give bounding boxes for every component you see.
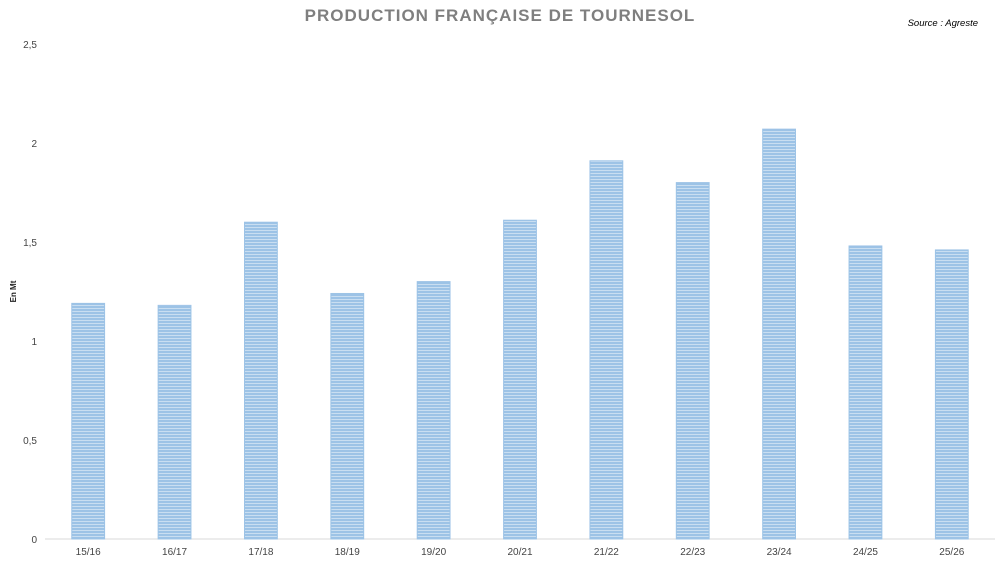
bar — [934, 249, 969, 540]
y-tick-label: 0,5 — [23, 436, 37, 447]
x-tick-label: 24/25 — [853, 547, 878, 558]
y-tick-label: 1 — [31, 337, 37, 348]
y-axis-label: En Mt — [9, 280, 18, 302]
x-tick-label: 17/18 — [248, 547, 273, 558]
x-tick-label: 19/20 — [421, 547, 446, 558]
bars-group — [71, 128, 969, 540]
bar — [848, 245, 883, 540]
bar — [244, 221, 278, 540]
y-tick-label: 2 — [31, 139, 37, 150]
bar — [71, 302, 106, 540]
bar — [675, 182, 710, 540]
bar — [330, 292, 365, 540]
x-tick-label: 22/23 — [680, 547, 705, 558]
x-tick-label: 21/22 — [594, 547, 619, 558]
bar — [157, 304, 192, 540]
bar — [762, 128, 797, 540]
y-tick-label: 0 — [31, 535, 37, 546]
x-tick-label: 25/26 — [939, 547, 964, 558]
y-tick-label: 2,5 — [23, 40, 37, 51]
chart-source-note: Source : Agreste — [907, 18, 978, 29]
chart-title: PRODUCTION FRANÇAISE DE TOURNESOL — [304, 6, 696, 25]
bar — [416, 281, 451, 540]
x-tick-label: 23/24 — [767, 547, 792, 558]
y-axis-ticks: 0 0,5 1 1,5 2 2,5 — [23, 40, 37, 546]
x-tick-label: 15/16 — [76, 547, 101, 558]
bar — [589, 160, 624, 540]
bar — [503, 219, 537, 540]
x-axis-ticks: 15/16 16/17 17/18 18/19 19/20 20/21 21/22 22/23… — [76, 547, 965, 558]
y-tick-label: 1,5 — [23, 238, 37, 249]
x-tick-label: 20/21 — [507, 547, 532, 558]
x-tick-label: 18/19 — [335, 547, 360, 558]
x-tick-label: 16/17 — [162, 547, 187, 558]
